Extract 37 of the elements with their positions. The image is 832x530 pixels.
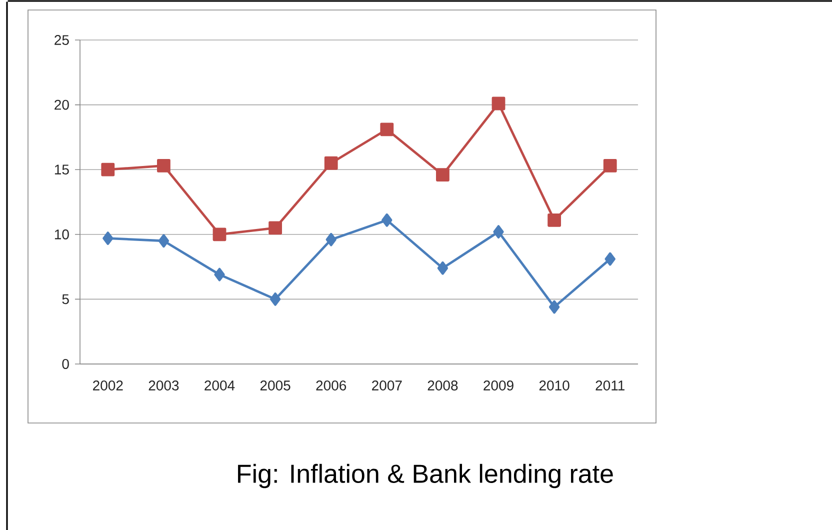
point	[603, 159, 617, 172]
x-tick-label: 2009	[484, 380, 514, 390]
point	[437, 261, 448, 275]
x-tick-label: 2003	[148, 380, 179, 390]
y-tick-label: 5	[62, 294, 69, 304]
point	[436, 168, 450, 182]
point	[548, 213, 562, 227]
x-tick-label: 2004	[204, 380, 235, 390]
point	[604, 252, 616, 266]
x-tick-label: 2002	[93, 380, 123, 390]
point	[548, 300, 560, 314]
point	[102, 232, 114, 245]
point	[380, 122, 394, 136]
x-tick-label: 2010	[539, 380, 570, 390]
y-tick-label: 15	[54, 164, 69, 174]
point	[324, 156, 338, 170]
point	[101, 162, 115, 176]
point	[326, 232, 336, 246]
point	[214, 268, 225, 282]
point	[158, 234, 170, 248]
point	[492, 96, 506, 110]
point	[212, 228, 226, 242]
y-tick-label: 0	[62, 359, 69, 369]
x-tick-label: 2007	[372, 380, 402, 390]
text: Fig: Inflation & Bank lending rate	[238, 464, 613, 488]
point	[157, 159, 170, 172]
y-tick-label: 20	[54, 100, 69, 110]
y-tick-label: 25	[54, 35, 69, 45]
y-tick-label: 10	[54, 229, 69, 240]
point	[268, 221, 282, 235]
point	[382, 213, 392, 227]
x-tick-label: 2008	[428, 380, 458, 390]
x-tick-label: 2005	[260, 380, 290, 390]
point	[270, 292, 281, 306]
point	[493, 225, 504, 239]
x-tick-label: 2011	[596, 380, 624, 390]
x-tick-label: 2006	[316, 380, 346, 390]
